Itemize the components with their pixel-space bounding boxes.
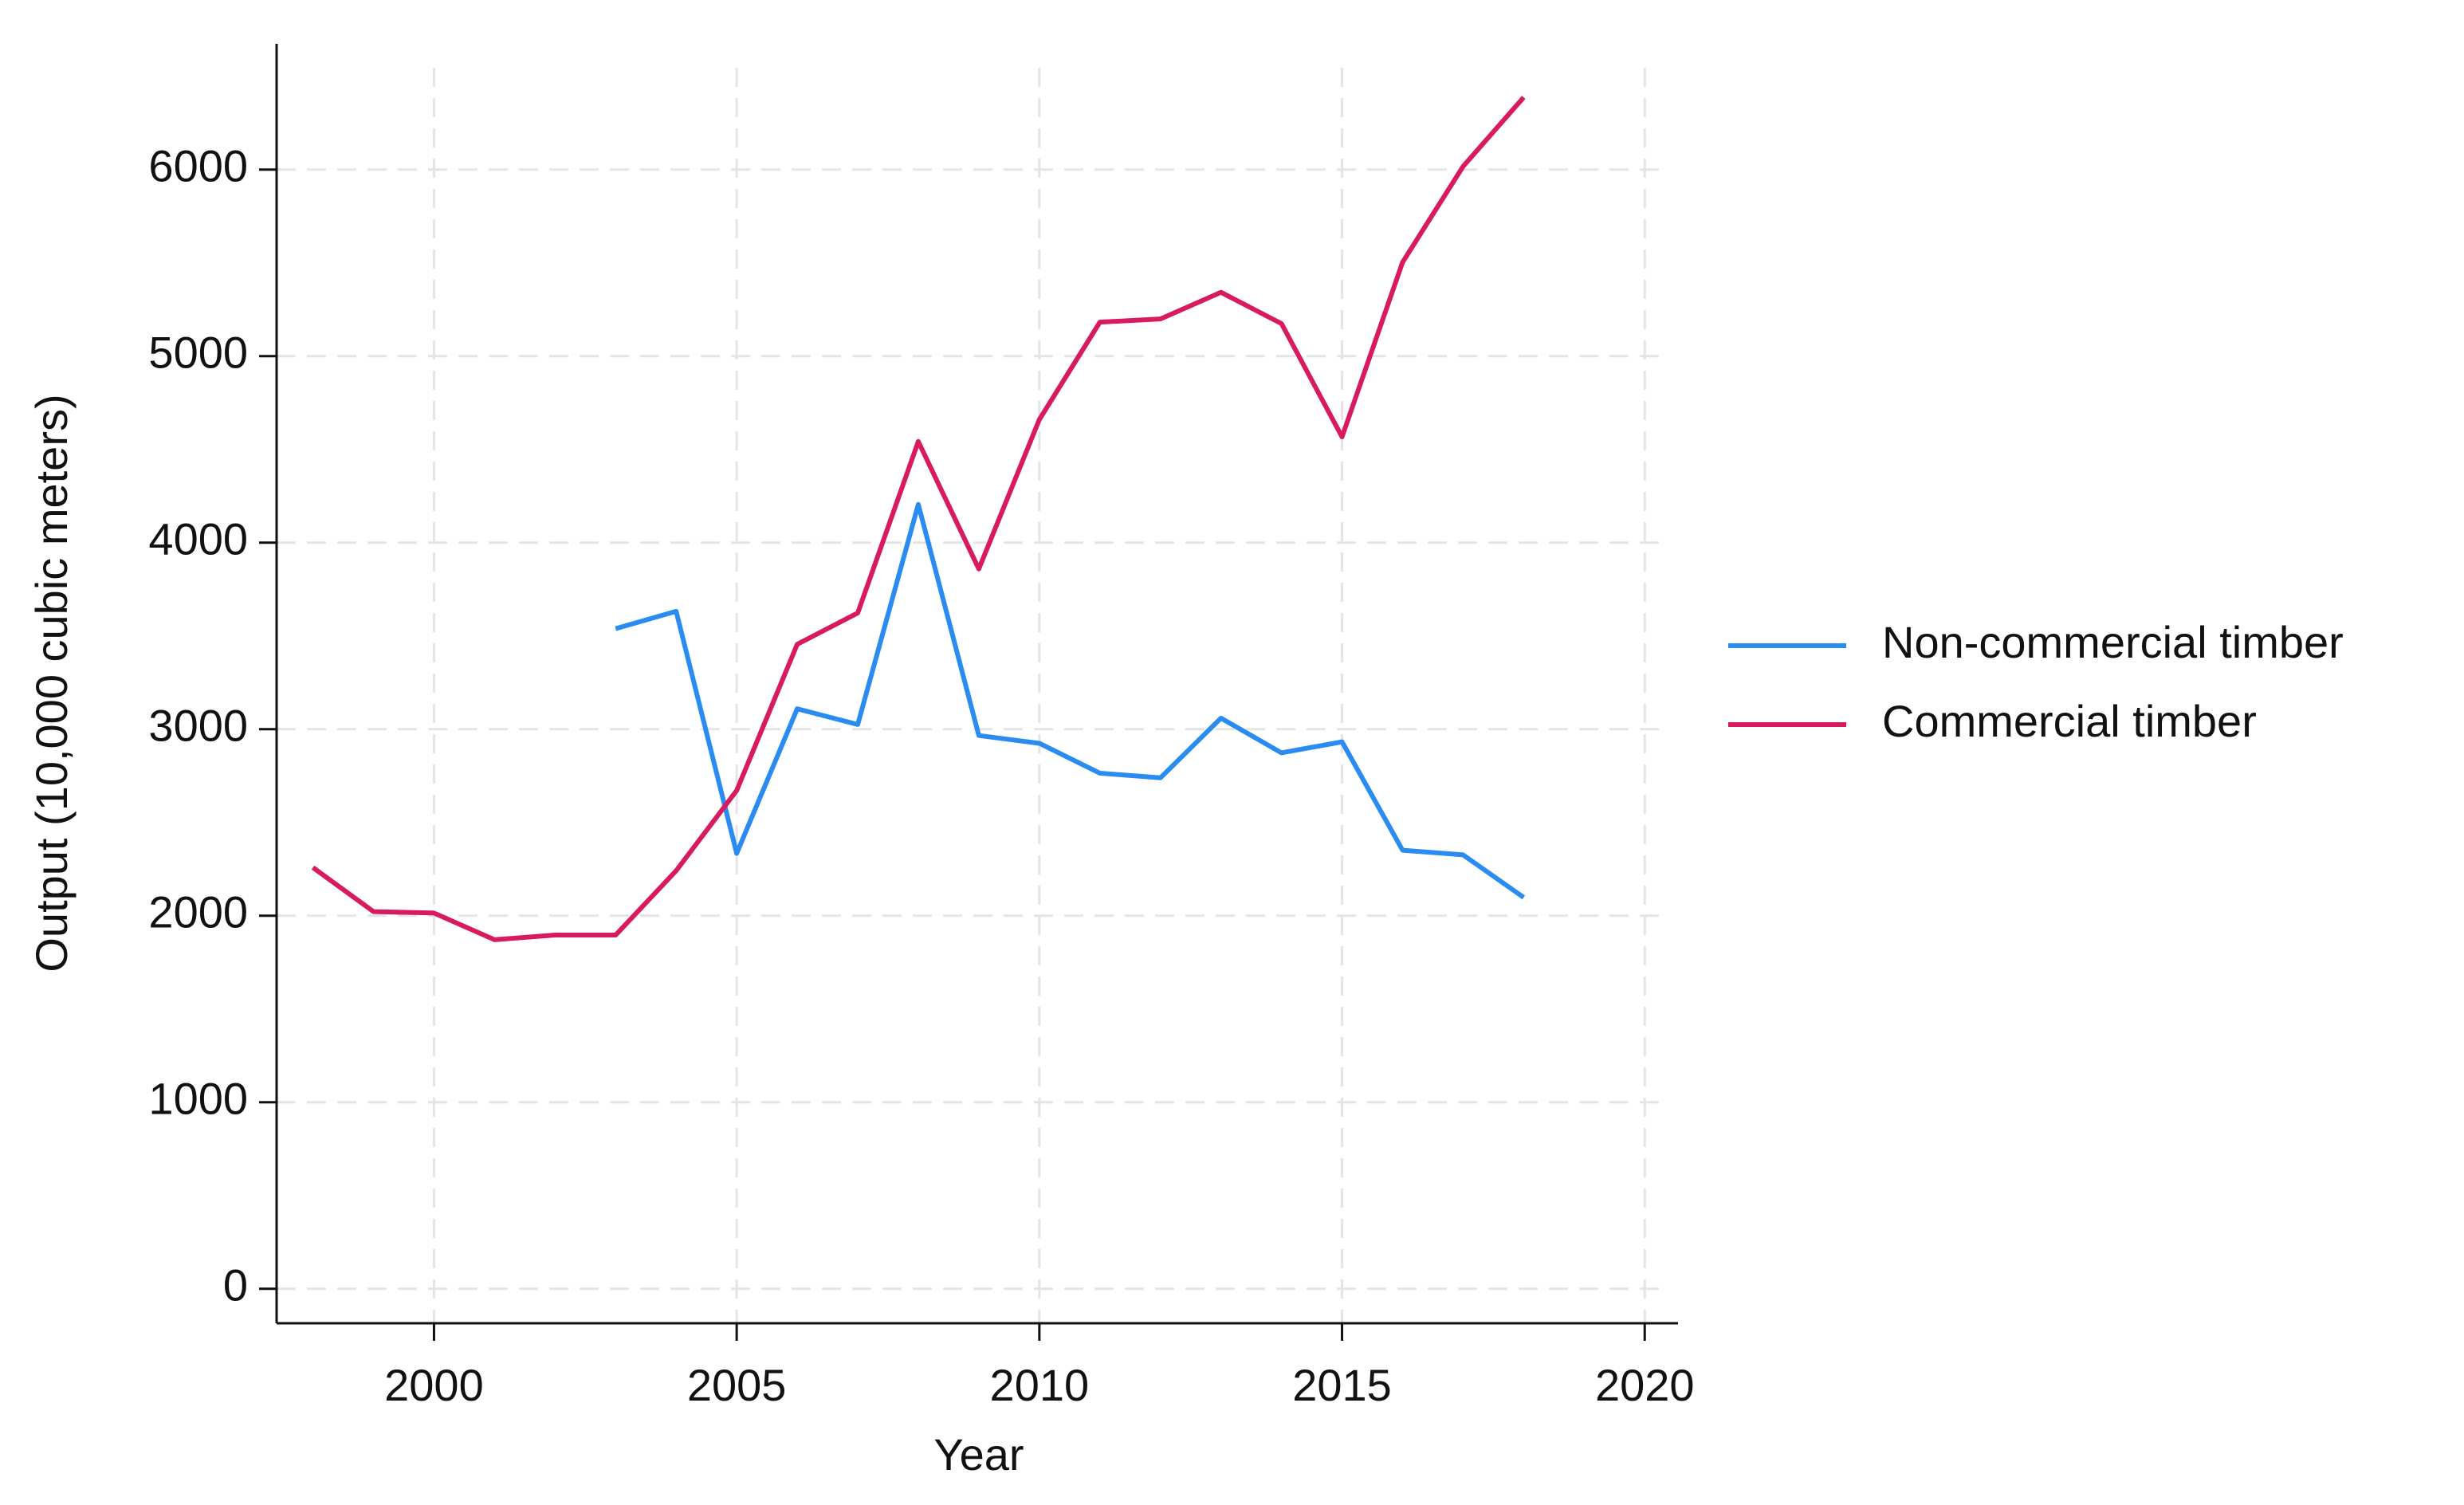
x-tick-label: 2000 [384,1360,484,1410]
x-tick-label: 2020 [1595,1360,1695,1410]
y-tick-label: 6000 [148,141,248,191]
legend-label: Non-commercial timber [1882,617,2344,667]
y-tick-label: 1000 [148,1074,248,1124]
y-tick-label: 3000 [148,701,248,751]
y-axis-title: Output (10,000 cubic meters) [26,394,77,972]
x-tick-label: 2010 [990,1360,1090,1410]
y-tick-label: 2000 [148,887,248,937]
legend-label: Commercial timber [1882,696,2257,746]
y-tick-label: 0 [223,1260,248,1310]
series-line [311,96,1526,942]
series-line [615,501,1526,900]
x-tick-label: 2005 [687,1360,787,1410]
y-tick-label: 4000 [148,514,248,564]
y-tick-label: 5000 [148,328,248,378]
x-axis-title: Year [933,1429,1024,1479]
x-tick-label: 2015 [1292,1360,1392,1410]
